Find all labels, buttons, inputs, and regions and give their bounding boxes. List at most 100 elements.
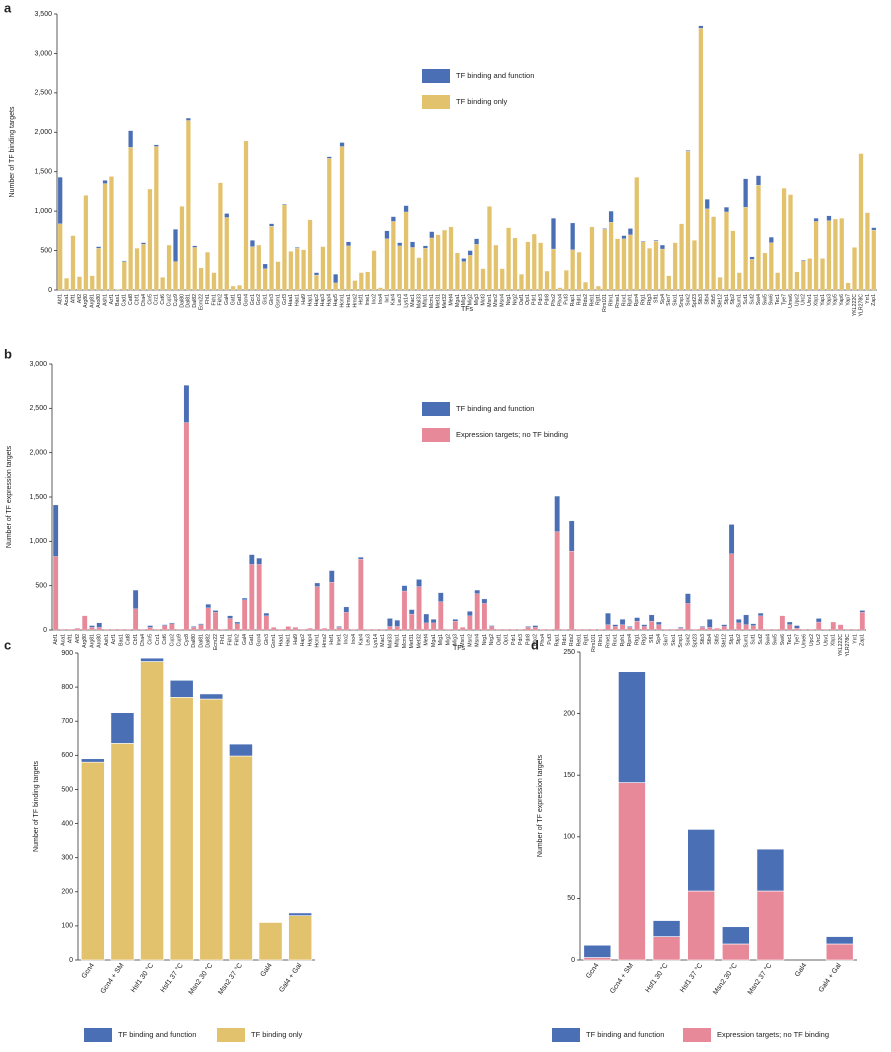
- bar-segment: [256, 558, 262, 565]
- bar-segment: [583, 282, 588, 291]
- bar-segment: [640, 241, 646, 242]
- y-tick-label: 150: [563, 772, 575, 779]
- x-tick-label: Ste12: [717, 294, 723, 308]
- bar-segment: [499, 268, 505, 291]
- bar-segment: [198, 624, 204, 631]
- bar-segment: [608, 222, 614, 291]
- x-tick-label: Hsf1: [329, 634, 335, 645]
- x-tick-label: Rgt1: [596, 294, 602, 305]
- bar-segment: [220, 629, 226, 631]
- x-tick-label: Hsf1 30 °C: [129, 962, 155, 994]
- x-tick-label: Swi4: [765, 634, 771, 645]
- x-tick-label: Ste12: [722, 634, 728, 648]
- x-tick-label: Met31: [409, 634, 415, 649]
- y-tick-label: 500: [61, 786, 73, 793]
- bar-segment: [612, 624, 618, 627]
- bar-segment: [618, 671, 646, 783]
- x-tick-label: Swi6: [769, 294, 775, 305]
- x-tick-label: Rap1: [570, 294, 576, 307]
- x-tick-label: Spt23: [692, 294, 698, 308]
- bar-segment: [699, 626, 706, 628]
- bar-segment: [670, 629, 677, 631]
- bar-segment: [154, 629, 161, 631]
- bar-segment: [294, 248, 300, 291]
- bar-segment: [409, 613, 415, 631]
- bar-segment: [506, 227, 511, 291]
- x-tick-label: Aft2: [77, 294, 83, 303]
- panel-label: d: [531, 637, 539, 652]
- bar-segment: [652, 936, 681, 961]
- bar-segment: [234, 621, 240, 624]
- x-tick-label: Rdr1: [576, 294, 582, 305]
- bar-segment: [429, 237, 435, 291]
- bar-segment: [416, 579, 422, 587]
- bar-segment: [648, 614, 655, 622]
- bar-segment: [128, 130, 134, 148]
- bar-segment: [628, 228, 633, 235]
- bar-segment: [518, 629, 524, 631]
- x-tick-label: Zap1: [860, 634, 866, 646]
- x-tick-label: Pdr8: [544, 294, 550, 305]
- bar-segment: [326, 158, 332, 291]
- x-tick-label: Aft2: [75, 634, 81, 643]
- bar-segment: [672, 242, 678, 291]
- x-tick-label: Ime1: [365, 294, 371, 306]
- x-tick-label: Gat1: [231, 294, 237, 305]
- x-tick-label: Rdr1: [562, 634, 568, 645]
- bar-segment: [314, 274, 319, 291]
- bar-segment: [60, 629, 66, 631]
- bar-segment: [641, 626, 647, 631]
- bar-segment: [230, 285, 236, 291]
- x-tick-label: Put3: [564, 294, 570, 305]
- x-tick-label: Dal80: [191, 634, 197, 648]
- bar-segment: [372, 629, 379, 631]
- x-tick-label: Fkh2: [218, 294, 224, 306]
- bar-segment: [467, 611, 473, 616]
- x-tick-label: Stp1: [729, 634, 735, 645]
- bar-segment: [525, 627, 531, 631]
- bar-segment: [162, 625, 168, 631]
- bar-segment: [445, 629, 451, 631]
- x-tick-label: Stb5: [714, 634, 720, 645]
- bar-segment: [634, 177, 640, 291]
- x-tick-label: Aro80: [96, 294, 102, 308]
- x-tick-label: Mbp1: [423, 294, 429, 307]
- bar-segment: [653, 241, 659, 291]
- bar-segment: [569, 520, 575, 552]
- bar-segment: [724, 211, 729, 291]
- x-tick-label: Yap1: [820, 294, 826, 306]
- bar-segment: [666, 275, 672, 291]
- x-tick-label: Cst6: [160, 294, 166, 305]
- bar-segment: [800, 259, 806, 261]
- bar-segment: [321, 628, 328, 631]
- x-tick-label: Bas1: [118, 634, 124, 646]
- bar-segment: [704, 208, 710, 291]
- x-tick-label: Msn2 30 °C: [187, 962, 215, 997]
- x-tick-label: Cup2: [166, 294, 172, 307]
- bar-segment: [183, 385, 190, 423]
- bar-segment: [730, 230, 736, 291]
- x-tick-label: Swi4: [756, 294, 762, 305]
- bar-segment: [627, 626, 633, 628]
- bar-segment: [173, 229, 178, 262]
- x-tick-label: Leu3: [397, 294, 403, 306]
- bar-segment: [820, 258, 825, 291]
- bar-segment: [750, 625, 756, 631]
- x-tick-label: Abf1: [53, 634, 59, 645]
- bar-segment: [229, 743, 253, 757]
- x-tick-label: Cin5: [147, 294, 153, 305]
- x-tick-label: Lys14: [404, 294, 410, 308]
- x-tick-label: Sip4: [656, 634, 662, 644]
- x-tick-label: Hms1: [346, 294, 352, 308]
- bar-segment: [750, 623, 756, 626]
- bar-segment: [510, 629, 517, 631]
- bar-segment: [423, 248, 428, 291]
- bar-segment: [707, 627, 713, 631]
- bar-segment: [132, 589, 139, 609]
- x-tick-label: Ecm22: [199, 294, 205, 310]
- x-tick-label: Pho4: [540, 634, 546, 646]
- bar-segment: [576, 629, 582, 631]
- x-tick-label: Tye7: [794, 634, 800, 645]
- bar-segment: [423, 613, 429, 624]
- x-tick-label: Stb4: [705, 294, 711, 305]
